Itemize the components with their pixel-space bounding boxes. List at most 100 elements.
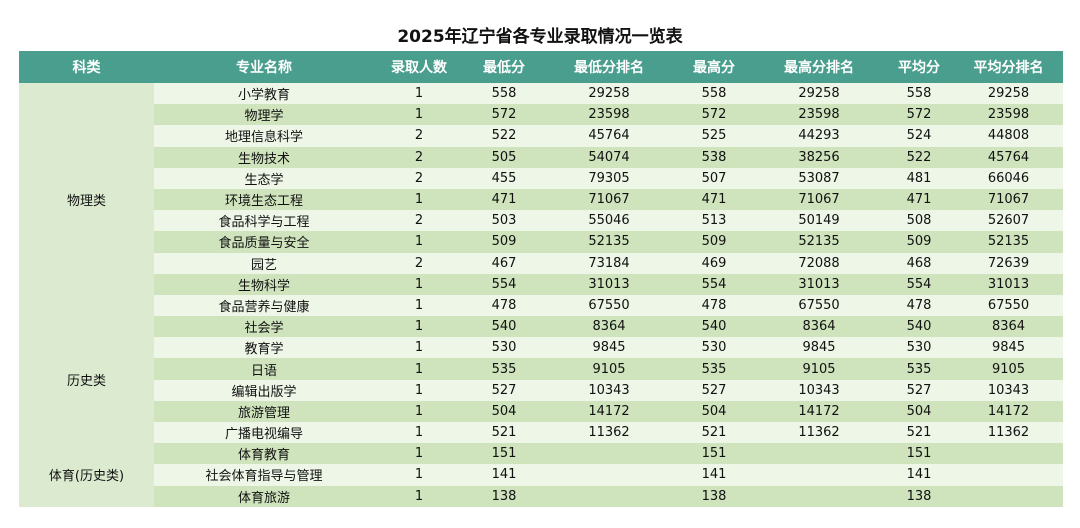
table-row: 食品科学与工程 2 503 55046 513 50149 508 52607 xyxy=(19,210,1063,232)
major-name-cell: 社会学 xyxy=(154,316,374,338)
min-rank-cell xyxy=(544,443,674,465)
max-score-cell: 504 xyxy=(674,400,754,422)
avg-score-cell: 558 xyxy=(884,83,954,105)
avg-rank-cell: 67550 xyxy=(954,294,1063,317)
max-score-cell: 540 xyxy=(674,316,754,338)
min-rank-cell: 8364 xyxy=(544,316,674,338)
category-cell: 体育(历史类) xyxy=(19,443,154,507)
min-score-cell: 535 xyxy=(464,358,544,380)
header-row: 科类 专业名称 录取人数 最低分 最低分排名 最高分 最高分排名 平均分 平均分… xyxy=(19,51,1063,83)
min-score-cell: 503 xyxy=(464,210,544,232)
avg-score-cell: 504 xyxy=(884,400,954,422)
major-name-cell: 食品质量与安全 xyxy=(154,231,374,253)
table-row: 环境生态工程 1 471 71067 471 71067 471 71067 xyxy=(19,188,1063,211)
admitted-count-cell: 1 xyxy=(374,422,464,444)
header-major: 专业名称 xyxy=(154,51,374,83)
table-body: 物理类 小学教育 1 558 29258 558 29258 558 29258 物理学 1 572 2… xyxy=(19,83,1063,507)
major-name-cell: 食品营养与健康 xyxy=(154,294,374,317)
min-rank-cell: 31013 xyxy=(544,273,674,295)
max-score-cell: 525 xyxy=(674,125,754,147)
max-score-cell: 554 xyxy=(674,273,754,295)
admitted-count-cell: 1 xyxy=(374,316,464,338)
avg-score-cell: 508 xyxy=(884,210,954,232)
avg-rank-cell: 66046 xyxy=(954,167,1063,189)
major-name-cell: 旅游管理 xyxy=(154,400,374,422)
admitted-count-cell: 2 xyxy=(374,252,464,274)
min-rank-cell: 11362 xyxy=(544,422,674,444)
avg-rank-cell xyxy=(954,443,1063,465)
avg-score-cell: 522 xyxy=(884,146,954,168)
table-row: 教育学 1 530 9845 530 9845 530 9845 xyxy=(19,337,1063,359)
max-rank-cell: 9845 xyxy=(754,337,884,359)
avg-rank-cell: 52135 xyxy=(954,231,1063,253)
min-rank-cell: 54074 xyxy=(544,146,674,168)
admitted-count-cell: 1 xyxy=(374,485,464,507)
table-row: 园艺 2 467 73184 469 72088 468 72639 xyxy=(19,252,1063,274)
max-rank-cell: 11362 xyxy=(754,422,884,444)
max-rank-cell: 38256 xyxy=(754,146,884,168)
table-row: 生物技术 2 505 54074 538 38256 522 45764 xyxy=(19,146,1063,168)
max-score-cell: 572 xyxy=(674,104,754,126)
min-rank-cell: 55046 xyxy=(544,210,674,232)
table-row: 广播电视编导 1 521 11362 521 11362 521 11362 xyxy=(19,422,1063,444)
header-max-rank: 最高分排名 xyxy=(754,51,884,83)
admitted-count-cell: 1 xyxy=(374,294,464,317)
admitted-count-cell: 2 xyxy=(374,167,464,189)
max-score-cell: 141 xyxy=(674,464,754,486)
category-cell: 历史类 xyxy=(19,316,154,444)
header-min-rank: 最低分排名 xyxy=(544,51,674,83)
max-score-cell: 509 xyxy=(674,231,754,253)
header-min-score: 最低分 xyxy=(464,51,544,83)
max-rank-cell: 10343 xyxy=(754,379,884,401)
min-rank-cell: 67550 xyxy=(544,294,674,317)
admitted-count-cell: 2 xyxy=(374,210,464,232)
table-row: 日语 1 535 9105 535 9105 535 9105 xyxy=(19,358,1063,380)
admitted-count-cell: 1 xyxy=(374,231,464,253)
major-name-cell: 体育旅游 xyxy=(154,485,374,507)
max-score-cell: 535 xyxy=(674,358,754,380)
avg-score-cell: 524 xyxy=(884,125,954,147)
major-name-cell: 小学教育 xyxy=(154,83,374,105)
major-name-cell: 物理学 xyxy=(154,104,374,126)
avg-rank-cell: 11362 xyxy=(954,422,1063,444)
admitted-count-cell: 1 xyxy=(374,464,464,486)
avg-rank-cell: 45764 xyxy=(954,146,1063,168)
min-rank-cell xyxy=(544,464,674,486)
major-name-cell: 食品科学与工程 xyxy=(154,210,374,232)
table-row: 生态学 2 455 79305 507 53087 481 66046 xyxy=(19,167,1063,189)
admission-table: 科类 专业名称 录取人数 最低分 最低分排名 最高分 最高分排名 平均分 平均分… xyxy=(19,51,1063,507)
max-rank-cell: 53087 xyxy=(754,167,884,189)
max-rank-cell: 8364 xyxy=(754,316,884,338)
min-rank-cell: 10343 xyxy=(544,379,674,401)
avg-rank-cell: 10343 xyxy=(954,379,1063,401)
avg-score-cell: 509 xyxy=(884,231,954,253)
admitted-count-cell: 1 xyxy=(374,337,464,359)
header-category: 科类 xyxy=(19,51,154,83)
max-rank-cell: 72088 xyxy=(754,252,884,274)
table-title: 2025年辽宁省各专业录取情况一览表 xyxy=(397,27,683,47)
admitted-count-cell: 1 xyxy=(374,188,464,211)
max-score-cell: 478 xyxy=(674,294,754,317)
max-rank-cell xyxy=(754,443,884,465)
major-name-cell: 教育学 xyxy=(154,337,374,359)
max-score-cell: 521 xyxy=(674,422,754,444)
major-name-cell: 生物科学 xyxy=(154,273,374,295)
table-row: 社会体育指导与管理 1 141 141 141 xyxy=(19,464,1063,486)
avg-rank-cell xyxy=(954,485,1063,507)
max-rank-cell: 31013 xyxy=(754,273,884,295)
major-name-cell: 生态学 xyxy=(154,167,374,189)
min-score-cell: 138 xyxy=(464,485,544,507)
admitted-count-cell: 1 xyxy=(374,358,464,380)
table-row: 编辑出版学 1 527 10343 527 10343 527 10343 xyxy=(19,379,1063,401)
min-rank-cell: 23598 xyxy=(544,104,674,126)
avg-rank-cell: 71067 xyxy=(954,188,1063,211)
max-rank-cell: 23598 xyxy=(754,104,884,126)
avg-rank-cell: 72639 xyxy=(954,252,1063,274)
table-row: 物理学 1 572 23598 572 23598 572 23598 xyxy=(19,104,1063,126)
min-rank-cell: 45764 xyxy=(544,125,674,147)
table-row: 体育旅游 1 138 138 138 xyxy=(19,485,1063,507)
table-row: 体育(历史类) 体育教育 1 151 151 151 xyxy=(19,443,1063,507)
major-name-cell: 广播电视编导 xyxy=(154,422,374,444)
major-name-cell: 编辑出版学 xyxy=(154,379,374,401)
